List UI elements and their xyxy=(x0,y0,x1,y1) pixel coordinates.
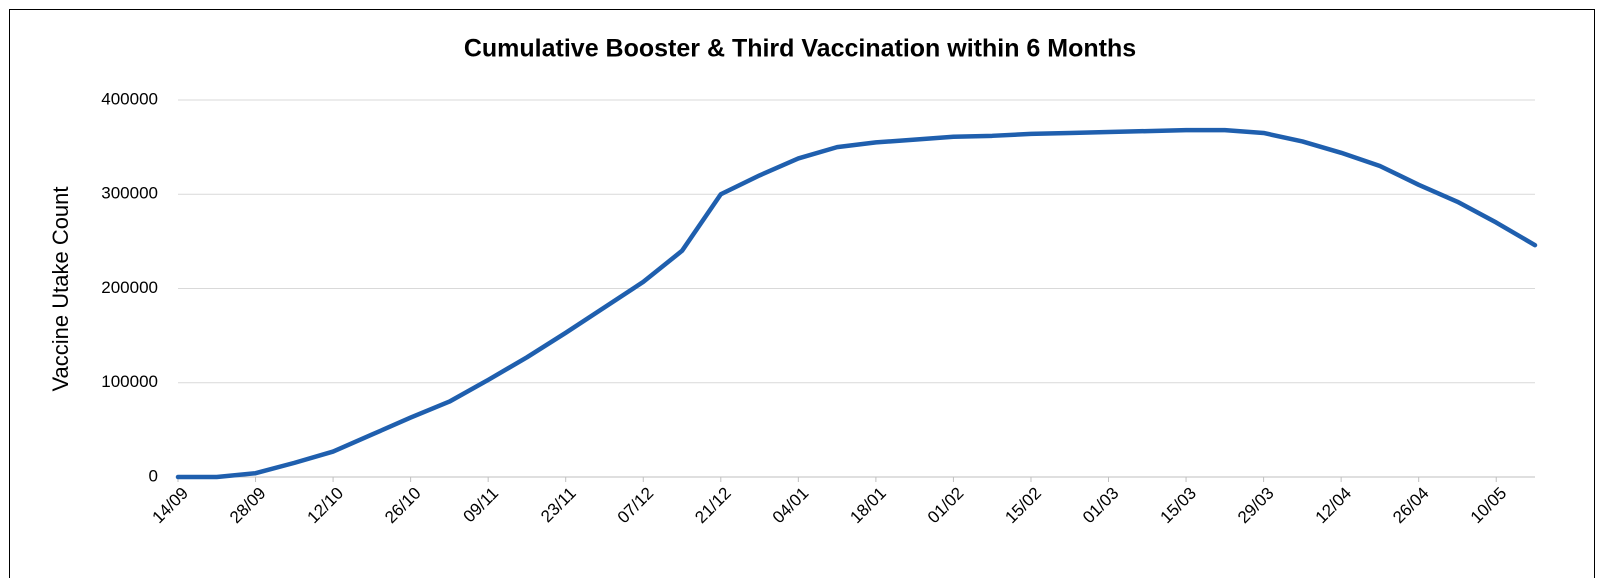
plot xyxy=(175,127,1538,480)
y-tick-label: 100000 xyxy=(101,372,158,391)
chart-title: Cumulative Booster & Third Vaccination w… xyxy=(464,35,1136,63)
y-tick-label: 0 xyxy=(149,466,158,485)
data-line xyxy=(175,127,1538,480)
y-axis-label: Vaccine Utake Count xyxy=(48,186,73,391)
grid xyxy=(177,99,1535,482)
y-tick-label: 300000 xyxy=(101,184,158,203)
y-tick-label: 200000 xyxy=(101,278,158,297)
y-tick-label: 400000 xyxy=(101,89,158,108)
chart-frame xyxy=(9,9,1595,578)
